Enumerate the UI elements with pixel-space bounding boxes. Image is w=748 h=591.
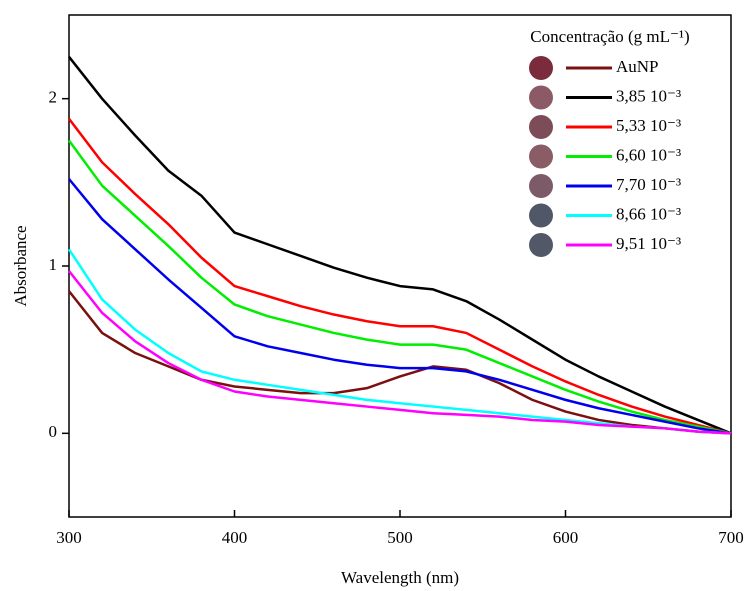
- legend-swatch: [529, 174, 553, 198]
- legend-label: 3,85 10⁻³: [616, 86, 681, 105]
- legend-title: Concentração (g mL⁻¹): [530, 27, 689, 46]
- series-line: [68, 270, 732, 435]
- legend-label: 7,70 10⁻³: [616, 175, 681, 194]
- series-line: [68, 117, 732, 435]
- y-axis-label: Absorbance: [11, 225, 30, 306]
- y-tick-label: 1: [49, 255, 58, 274]
- legend-swatch: [529, 233, 553, 257]
- legend-swatch: [529, 85, 553, 110]
- x-tick-label: 700: [718, 528, 744, 547]
- series-line: [67, 139, 732, 435]
- legend-swatch: [529, 56, 553, 80]
- series-line: [68, 290, 732, 435]
- legend-swatch: [529, 144, 553, 169]
- x-tick-label: 300: [56, 528, 82, 547]
- legend-label: 5,33 10⁻³: [616, 116, 681, 135]
- legend-label: AuNP: [616, 57, 659, 76]
- x-tick-label: 400: [222, 528, 248, 547]
- y-tick-label: 2: [49, 88, 58, 107]
- legend-label: 9,51 10⁻³: [616, 234, 681, 253]
- x-tick-label: 500: [387, 528, 413, 547]
- series-line: [68, 56, 732, 435]
- y-tick-label: 0: [49, 422, 58, 441]
- legend-label: 6,60 10⁻³: [616, 145, 681, 164]
- legend-swatch: [529, 115, 553, 139]
- x-axis-label: Wavelength (nm): [341, 568, 459, 587]
- legend-label: 8,66 10⁻³: [616, 204, 681, 223]
- x-tick-label: 600: [553, 528, 579, 547]
- series-line: [68, 178, 732, 435]
- legend-swatch: [529, 203, 553, 228]
